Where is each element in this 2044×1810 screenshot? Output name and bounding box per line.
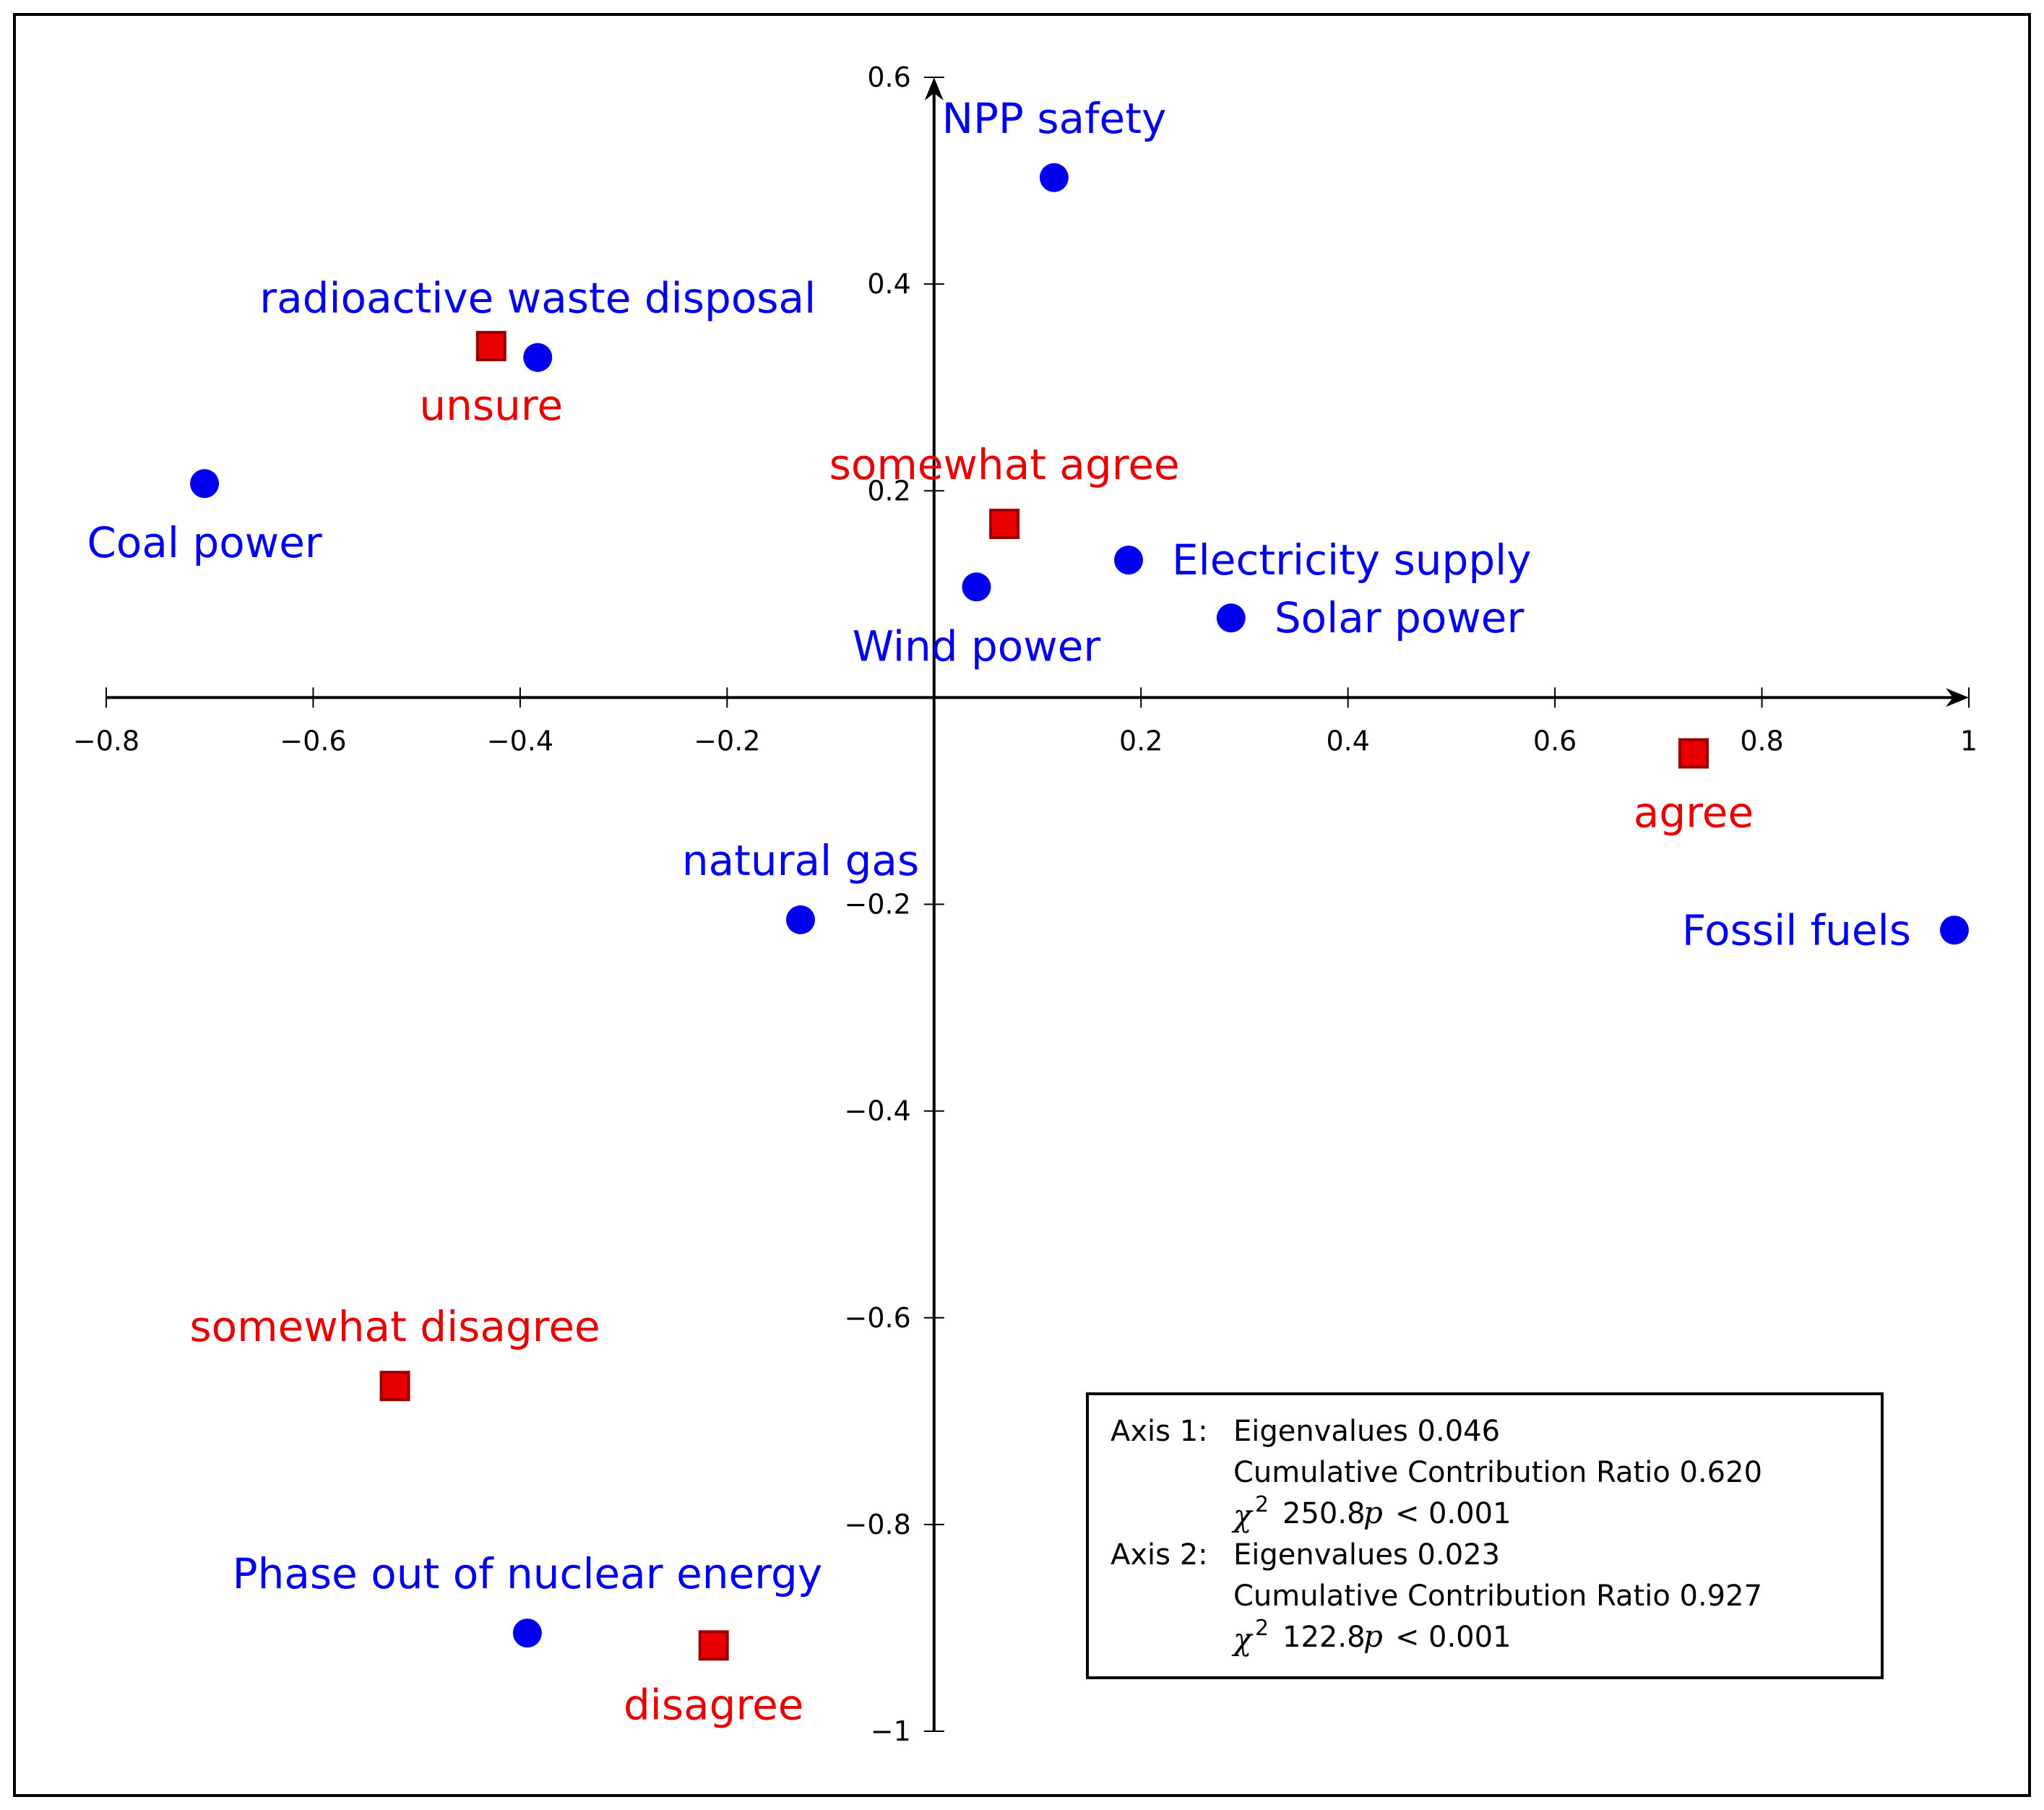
- data-label: radioactive waste disposal: [259, 274, 816, 323]
- data-label: somewhat disagree: [189, 1302, 600, 1351]
- legend-p-symbol: p: [1363, 1495, 1383, 1530]
- data-label: NPP safety: [942, 94, 1167, 143]
- legend-frame: [1086, 1392, 1884, 1679]
- legend-chi-symbol: χ: [1231, 1621, 1254, 1657]
- y-tick-label: 0.6: [867, 61, 910, 93]
- axes: −0.8 −0.6 −0.4 −0.2 0.2 0.4 0.6 0.8 1 0.6 0.4 0.2 −0…: [73, 61, 1978, 1747]
- y-tick-label: −0.2: [844, 889, 910, 921]
- data-label: Electricity supply: [1172, 535, 1532, 585]
- x-tick-label: −0.6: [280, 725, 346, 757]
- data-label: Solar power: [1275, 593, 1525, 642]
- y-tick-label: −0.4: [844, 1095, 910, 1127]
- data-label: unsure: [419, 381, 563, 430]
- legend-p-value: 0.001: [1428, 1497, 1512, 1530]
- x-axis-arrow: [1946, 688, 1969, 707]
- y-axis-arrow: [924, 77, 944, 100]
- y-tick-label: −1: [871, 1715, 911, 1747]
- legend-line: Eigenvalues 0.046: [1233, 1415, 1500, 1448]
- legend-p-value: 0.001: [1428, 1621, 1512, 1654]
- legend-line: Cumulative Contribution Ratio 0.620: [1233, 1456, 1762, 1489]
- data-label: disagree: [624, 1680, 803, 1729]
- legend-chi-value: 122.8: [1282, 1621, 1366, 1654]
- y-tick-label: −0.6: [844, 1302, 910, 1334]
- data-label: Fossil fuels: [1682, 905, 1911, 954]
- data-point-circle: [1114, 546, 1144, 575]
- data-point-circle: [1216, 603, 1246, 633]
- y-tick-label: 0.4: [867, 268, 910, 300]
- legend-line: Eigenvalues 0.023: [1233, 1538, 1500, 1572]
- x-tick-label: 1: [1960, 725, 1978, 757]
- x-tick-label: −0.4: [487, 725, 553, 757]
- data-point-square: [698, 1630, 729, 1661]
- data-label: Wind power: [853, 621, 1101, 671]
- y-tick-label: 0.2: [867, 475, 910, 507]
- legend-axis-label: Axis 1:: [1111, 1415, 1208, 1448]
- x-tick-label: 0.2: [1119, 725, 1163, 757]
- y-tick-label: −0.8: [844, 1509, 910, 1540]
- legend-less-than: <: [1395, 1497, 1420, 1530]
- data-point-circle: [523, 342, 553, 372]
- data-point-square: [1678, 738, 1709, 769]
- data-label: Coal power: [87, 518, 322, 567]
- data-point-square: [475, 330, 506, 361]
- data-point-circle: [190, 469, 220, 499]
- data-point-circle: [1039, 163, 1069, 192]
- data-label: natural gas: [682, 836, 919, 885]
- data-point-circle: [786, 905, 816, 934]
- x-tick-label: 0.8: [1740, 725, 1783, 757]
- legend-chi-exponent: 2: [1255, 1492, 1269, 1517]
- data-label: agree: [1634, 788, 1754, 837]
- legend-chi-symbol: χ: [1231, 1498, 1254, 1533]
- data-label: somewhat agree: [829, 440, 1180, 489]
- legend-p-symbol: p: [1363, 1619, 1383, 1654]
- data-label: Phase out of nuclear energy: [233, 1549, 823, 1598]
- legend-chi-value: 250.8: [1282, 1497, 1366, 1530]
- legend-axis-label: Axis 2:: [1111, 1538, 1208, 1572]
- data-point-circle: [512, 1619, 542, 1648]
- data-point-circle: [962, 572, 991, 602]
- x-tick-label: 0.6: [1533, 725, 1577, 757]
- data-point-square: [379, 1371, 410, 1402]
- legend-line: Cumulative Contribution Ratio 0.927: [1233, 1580, 1762, 1613]
- legend-chi-exponent: 2: [1255, 1616, 1269, 1641]
- legend-box: Axis 1: Eigenvalues 0.046 Cumulative Contr…: [1086, 1392, 1884, 1679]
- x-tick-label: −0.2: [694, 725, 760, 757]
- series-responses: unsure somewhat agree agree somewhat disagr…: [189, 330, 1754, 1729]
- x-tick-label: 0.4: [1326, 725, 1369, 757]
- series-items: NPP safety radioactive waste disposal Coal…: [87, 94, 1969, 1648]
- data-point-square: [989, 509, 1020, 540]
- data-point-circle: [1939, 915, 1969, 945]
- x-tick-label: −0.8: [73, 725, 139, 757]
- data-points: NPP safety radioactive waste disposal Coal…: [87, 94, 1969, 1729]
- legend-less-than: <: [1395, 1621, 1420, 1654]
